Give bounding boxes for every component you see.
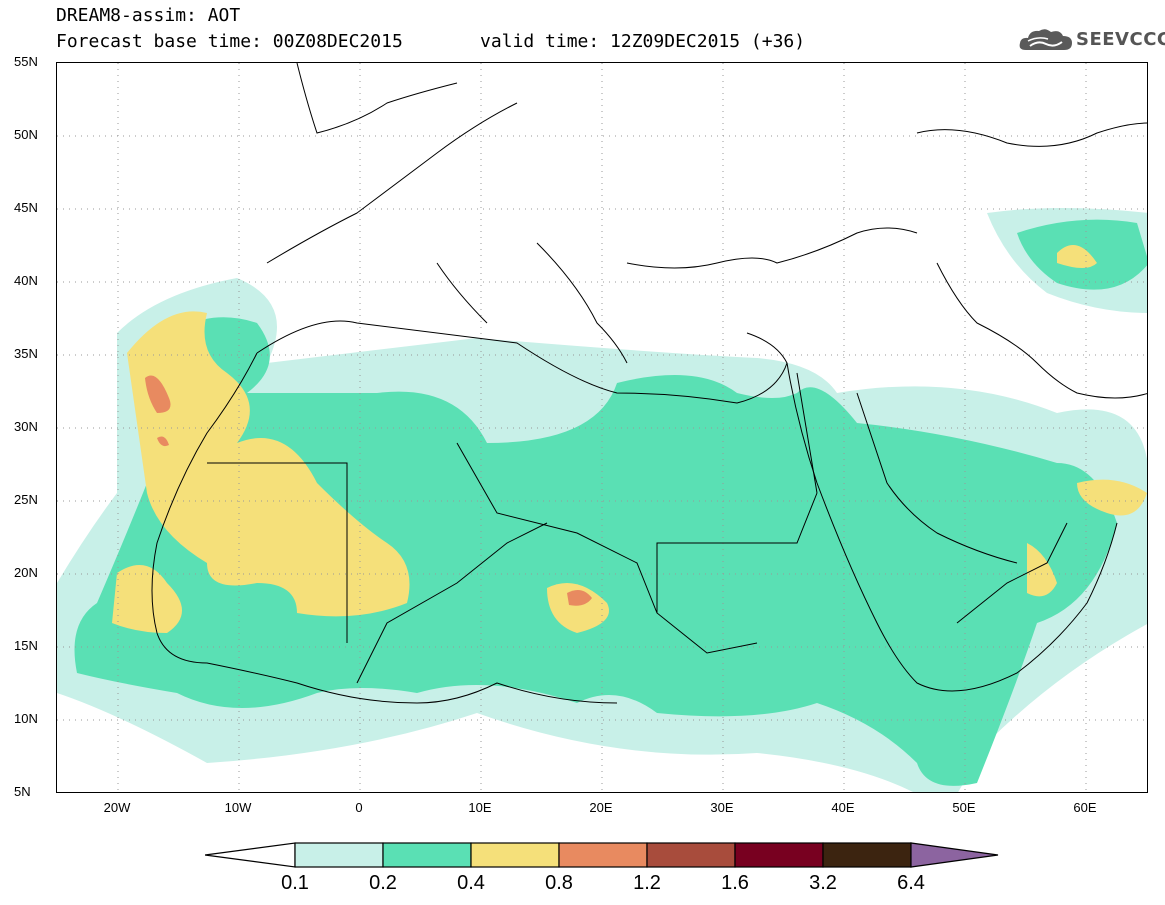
x-tick-label: 0: [355, 800, 363, 815]
aot-map: [56, 62, 1148, 793]
x-tick-label: 40E: [831, 800, 855, 815]
y-tick-label: 45N: [14, 200, 38, 215]
legend-label: 3.2: [809, 872, 837, 894]
map-canvas: [57, 63, 1147, 792]
y-tick-label: 15N: [14, 638, 38, 653]
legend-label: 0.1: [281, 872, 309, 894]
colorbar-segment-8: [910, 842, 999, 868]
x-tick-label: 50E: [952, 800, 976, 815]
y-tick-label: 35N: [14, 346, 38, 361]
x-tick-label: 10W: [224, 800, 252, 815]
x-tick-label: 20E: [589, 800, 613, 815]
valid-time: valid time: 12Z09DEC2015 (+36): [480, 31, 806, 52]
y-tick-label: 5N: [14, 784, 31, 799]
colorbar-segment-1: [294, 842, 384, 868]
colorbar-segment-5: [646, 842, 736, 868]
x-tick-label: 20W: [103, 800, 131, 815]
y-tick-label: 55N: [14, 54, 38, 69]
colorbar-svg: [204, 842, 999, 868]
map-title: DREAM8-assim: AOT: [56, 5, 241, 26]
aot-colorbar: [204, 842, 1000, 868]
aot-contour-0.4: [112, 245, 1147, 633]
x-tick-label: 60E: [1073, 800, 1097, 815]
seevccc-logo: SEEVCCC: [1018, 26, 1165, 54]
colorbar-segment-3: [470, 842, 560, 868]
legend-label: 1.2: [633, 872, 661, 894]
colorbar-segment-0: [204, 842, 296, 868]
colorbar-segment-7: [822, 842, 912, 868]
legend-label: 1.6: [721, 872, 749, 894]
y-tick-label: 25N: [14, 492, 38, 507]
forecast-base-time: Forecast base time: 00Z08DEC2015: [56, 31, 403, 52]
aot-contour-0.8: [145, 375, 592, 606]
logo-text: SEEVCCC: [1076, 29, 1165, 50]
y-tick-label: 30N: [14, 419, 38, 434]
aot-contour-0.2: [74, 219, 1147, 786]
x-tick-label: 10E: [468, 800, 492, 815]
coastlines: [151, 63, 1147, 704]
legend-label: 0.8: [545, 872, 573, 894]
y-tick-label: 10N: [14, 711, 38, 726]
colorbar-segment-6: [734, 842, 824, 868]
x-tick-label: 30E: [710, 800, 734, 815]
legend-label: 6.4: [897, 872, 925, 894]
map-gridlines: [57, 63, 1147, 792]
cloud-logo-icon: [1019, 29, 1072, 50]
legend-label: 0.4: [457, 872, 485, 894]
colorbar-segment-2: [382, 842, 472, 868]
legend-label: 0.2: [369, 872, 397, 894]
colorbar-segment-4: [558, 842, 648, 868]
y-tick-label: 40N: [14, 273, 38, 288]
y-tick-label: 50N: [14, 127, 38, 142]
y-tick-label: 20N: [14, 565, 38, 580]
